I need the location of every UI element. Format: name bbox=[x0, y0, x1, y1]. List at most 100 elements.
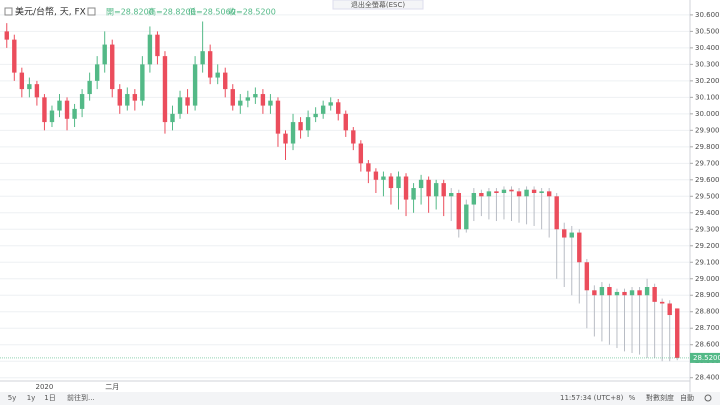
y-tick-label: 30.4000 bbox=[695, 44, 720, 52]
y-tick-label: 28.9000 bbox=[695, 291, 720, 299]
candle-body bbox=[4, 31, 9, 40]
y-tick-label: 29.6000 bbox=[695, 176, 720, 184]
candle-body bbox=[223, 72, 228, 90]
candle-body bbox=[486, 191, 492, 197]
candle-body bbox=[644, 287, 650, 296]
candle-body bbox=[290, 122, 296, 144]
ohlc-low: 低=28.5060 bbox=[188, 7, 236, 17]
candle-body bbox=[614, 291, 620, 296]
candle-body bbox=[433, 183, 439, 197]
candle-body bbox=[328, 102, 333, 106]
candle-body bbox=[418, 179, 424, 189]
exit-fullscreen[interactable]: 退出全螢幕(ESC) bbox=[351, 0, 405, 9]
candle-body bbox=[125, 94, 130, 106]
ohlc-high: 高=28.8200 bbox=[148, 7, 196, 17]
auto-toggle[interactable]: 自動 bbox=[680, 393, 694, 402]
candle-body bbox=[238, 100, 243, 106]
collapse-icon[interactable] bbox=[4, 7, 13, 16]
y-tick-label: 30.5000 bbox=[695, 27, 720, 35]
candle-body bbox=[652, 287, 657, 302]
candle-body bbox=[584, 262, 590, 291]
candle-body bbox=[275, 100, 281, 134]
x-tick-label: 2020 bbox=[36, 383, 54, 391]
candle-body bbox=[207, 51, 213, 78]
candle-body bbox=[147, 34, 153, 65]
candle-body bbox=[471, 193, 477, 205]
candle-body bbox=[320, 105, 326, 114]
candle-body bbox=[373, 171, 379, 180]
candle-body bbox=[509, 189, 514, 192]
candle-body bbox=[170, 113, 175, 123]
y-tick-label: 30.1000 bbox=[695, 93, 720, 101]
settings-gear[interactable] bbox=[704, 394, 712, 402]
candle-body bbox=[501, 189, 507, 193]
candle-body bbox=[215, 72, 220, 78]
goto-button[interactable]: 前往到... bbox=[67, 393, 95, 402]
candle-body bbox=[72, 108, 77, 119]
bottom-toolbar bbox=[0, 392, 720, 405]
candle-body bbox=[19, 72, 25, 90]
candle-body bbox=[49, 110, 55, 123]
candle-body bbox=[34, 84, 40, 98]
candle-body bbox=[675, 308, 680, 358]
candle-body bbox=[366, 163, 371, 172]
candle-body bbox=[117, 89, 122, 106]
y-tick-label: 29.3000 bbox=[695, 225, 720, 233]
candle-body bbox=[456, 193, 461, 230]
candle-body bbox=[667, 303, 672, 316]
percent-toggle[interactable]: % bbox=[629, 394, 636, 402]
candle-body bbox=[607, 287, 612, 296]
log-scale-toggle[interactable]: 對數刻度 bbox=[646, 393, 674, 402]
candle-body bbox=[524, 189, 529, 197]
range-button[interactable]: 5y bbox=[8, 394, 17, 402]
candle-body bbox=[622, 291, 627, 296]
candle-body bbox=[79, 94, 85, 109]
y-tick-label: 29.0000 bbox=[695, 275, 720, 283]
candle-body bbox=[230, 89, 235, 106]
y-tick-label: 30.0000 bbox=[695, 110, 720, 118]
candle-body bbox=[192, 64, 198, 106]
candle-body bbox=[260, 94, 266, 106]
candle-body bbox=[351, 130, 356, 144]
candle-body bbox=[403, 176, 409, 200]
candle-body bbox=[388, 176, 394, 189]
candle-body bbox=[381, 176, 386, 180]
range-button[interactable]: 1日 bbox=[44, 394, 55, 402]
clock: 11:57:34 (UTC+8) bbox=[560, 394, 624, 402]
y-tick-label: 28.6000 bbox=[695, 341, 720, 349]
candle-body bbox=[569, 232, 574, 238]
y-tick-label: 28.4000 bbox=[695, 374, 720, 382]
y-tick-label: 29.1000 bbox=[695, 258, 720, 266]
settings-icon[interactable] bbox=[87, 7, 96, 16]
x-tick-label: 二月 bbox=[105, 383, 119, 391]
exit-fullscreen-button[interactable] bbox=[332, 0, 424, 10]
last-price-badge bbox=[690, 352, 720, 363]
candle-body bbox=[358, 143, 364, 164]
symbol-title: 美元/台幣, 天, FX bbox=[15, 6, 86, 18]
candle-body bbox=[426, 179, 431, 197]
candle-body bbox=[343, 113, 348, 131]
candle-body bbox=[592, 290, 597, 296]
candle-body bbox=[411, 188, 416, 200]
candle-body bbox=[396, 176, 401, 189]
candle-body bbox=[12, 39, 17, 73]
candle-body bbox=[200, 51, 205, 65]
range-button[interactable]: 1y bbox=[27, 394, 36, 402]
candle-body bbox=[57, 100, 62, 111]
y-tick-label: 29.5000 bbox=[695, 192, 720, 200]
candle-body bbox=[629, 290, 635, 296]
candle-body bbox=[64, 100, 70, 119]
candle-body bbox=[94, 64, 100, 81]
candle-body bbox=[110, 44, 115, 90]
candle-body bbox=[268, 100, 273, 106]
ohlc-open: 開=28.8200 bbox=[106, 8, 154, 17]
y-tick-label: 29.4000 bbox=[695, 209, 720, 217]
y-tick-label: 29.8000 bbox=[695, 143, 720, 151]
candle-body bbox=[132, 94, 138, 101]
candle-body bbox=[449, 193, 454, 197]
candle-body bbox=[554, 196, 559, 230]
last-price-label: 28.5200 bbox=[693, 354, 720, 362]
candle-body bbox=[659, 301, 665, 304]
